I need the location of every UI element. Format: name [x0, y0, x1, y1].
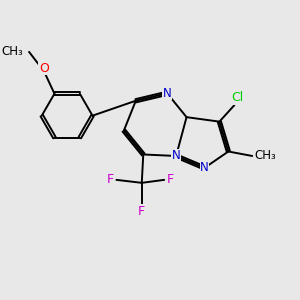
Text: CH₃: CH₃: [2, 45, 23, 58]
Text: F: F: [107, 173, 114, 186]
Text: N: N: [200, 161, 209, 174]
Text: CH₃: CH₃: [255, 149, 277, 163]
Text: N: N: [163, 87, 172, 100]
Text: N: N: [172, 149, 181, 163]
Text: O: O: [39, 62, 49, 75]
Text: F: F: [167, 173, 174, 186]
Text: Cl: Cl: [231, 91, 243, 104]
Text: F: F: [138, 205, 145, 218]
